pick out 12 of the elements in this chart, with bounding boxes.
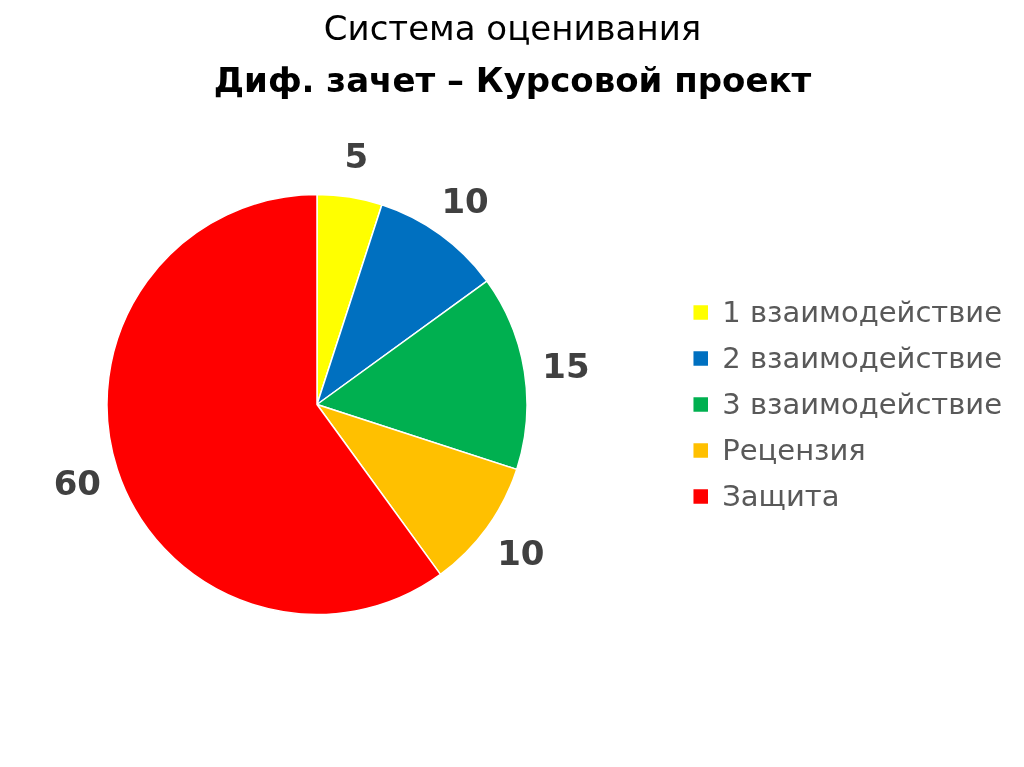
chart-title: Система оценивания (323, 7, 702, 48)
legend-label: Защита (722, 479, 840, 513)
legend-label: 2 взаимодействие (722, 341, 1002, 375)
data-label: 10 (441, 181, 489, 222)
data-label: 15 (542, 345, 590, 386)
data-label: 60 (53, 462, 101, 503)
legend-label: 3 взаимодействие (722, 387, 1002, 421)
data-label: 5 (344, 136, 369, 177)
data-label: 10 (497, 533, 545, 574)
legend-label: Рецензия (722, 433, 866, 467)
chart-subtitle: Диф. зачет – Курсовой проект (213, 59, 812, 100)
legend-label: 1 взаимодействие (722, 295, 1002, 329)
